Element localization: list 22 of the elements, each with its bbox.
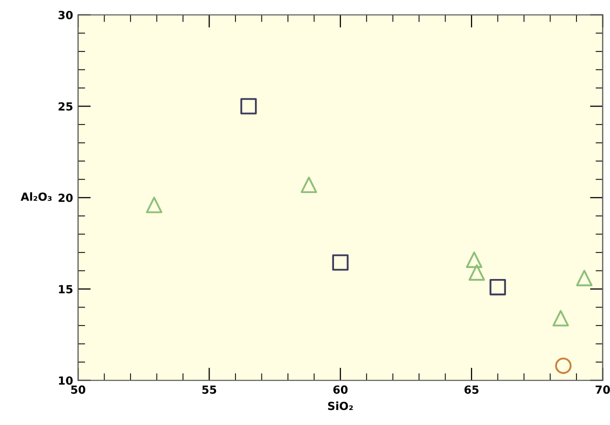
point (490, 278, 506, 296)
x-tick-label: 70 (596, 385, 610, 394)
point (300, 176, 318, 194)
x-tick-label: 55 (202, 386, 216, 394)
x-axis-title: SiO₂ (328, 402, 353, 410)
y-tick-label: 20 (58, 194, 73, 202)
x-tick-label: 60 (333, 385, 348, 394)
x-tick-label: 50 (71, 385, 86, 394)
y-axis-title: Al₂O₃ (20, 192, 52, 201)
point (466, 252, 482, 268)
y-tick-label: 10 (59, 376, 73, 385)
x-tick-label: 65 (464, 385, 478, 394)
y-tick-label: 30 (58, 10, 73, 20)
y-tick-label: 25 (58, 102, 72, 111)
y-tick-label: 15 (59, 285, 72, 294)
point (146, 196, 162, 214)
point (576, 270, 593, 286)
point (240, 98, 257, 114)
point (552, 310, 569, 326)
point (555, 358, 572, 374)
point (332, 254, 349, 271)
point (468, 264, 485, 281)
